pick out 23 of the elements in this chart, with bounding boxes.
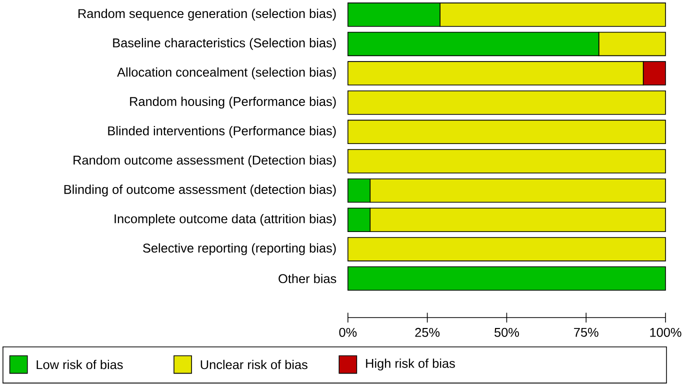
x-tick-label: 100%: [650, 328, 682, 337]
y-tick-label: Blinding of outcome assessment (detection bias): [64, 184, 336, 197]
y-tick-label: Other bias: [278, 274, 336, 284]
y-tick-label: Incomplete outcome data (attrition bias): [114, 214, 336, 226]
bar: [348, 90, 666, 115]
y-tick-label: Baseline characteristics (Selection bias): [113, 38, 336, 50]
legend-label: High risk of bias: [366, 358, 455, 370]
x-tick-label: 0%: [339, 328, 357, 337]
y-tick-label: Random outcome assessment (Detection bias): [74, 155, 336, 168]
bar: [348, 120, 666, 144]
y-tick-label: Random sequence generation (selection bias): [78, 8, 336, 21]
y-tick-label: Random housing (Performance bias): [130, 96, 336, 109]
bar: [348, 149, 666, 174]
x-tick-label: 50%: [494, 328, 519, 337]
legend-label: Low risk of bias: [36, 360, 123, 370]
legend-label: Unclear risk of bias: [200, 360, 308, 370]
y-tick-label: Selective reporting (reporting bias): [143, 243, 336, 256]
y-tick-label: Allocation concealment (selection bias): [117, 67, 336, 80]
y-tick-label: Blinded interventions (Performance bias): [108, 126, 336, 138]
x-tick-label: 25%: [415, 328, 440, 337]
bar: [348, 266, 666, 291]
x-tick-label: 75%: [574, 328, 598, 337]
bar: [348, 237, 666, 262]
